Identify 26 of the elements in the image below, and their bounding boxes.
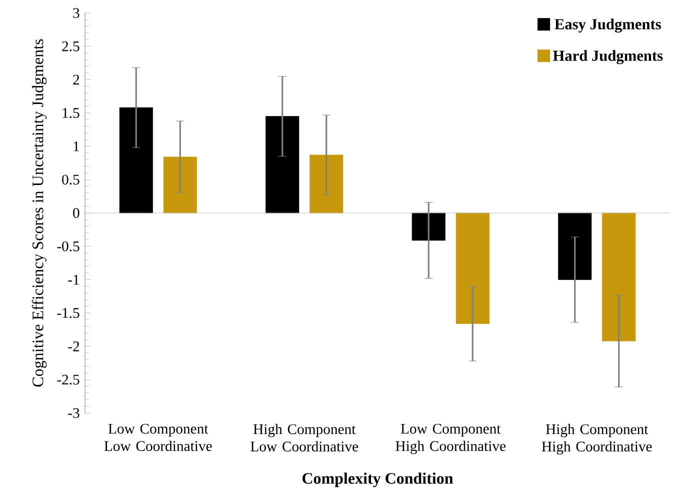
y-tick-label: 2.5 bbox=[62, 41, 80, 52]
legend-label: Easy Judgments bbox=[554, 18, 661, 33]
y-tick-label: 0 bbox=[73, 208, 80, 218]
y-tick-label: 2 bbox=[73, 74, 80, 85]
y-tick-label: -0.5 bbox=[57, 241, 80, 252]
y-tick-label: 1 bbox=[74, 141, 79, 152]
x-tick-label: Low Component Low Coordinative bbox=[104, 424, 212, 452]
y-tick-label: 3 bbox=[73, 8, 80, 18]
x-axis-title: Complexity Condition bbox=[302, 472, 454, 488]
x-tick-label: Low Component High Coordinative bbox=[396, 424, 506, 454]
legend-label: Hard Judgments bbox=[553, 50, 663, 64]
y-axis-title: Cognitive Efficiency Scores in Uncertainty Judgments bbox=[32, 39, 47, 387]
y-tick-label: -1.5 bbox=[57, 308, 80, 318]
y-tick-label: -2.5 bbox=[57, 374, 80, 385]
y-tick-label: 0.5 bbox=[62, 174, 80, 185]
x-tick-label: High Component Low Coordinative bbox=[250, 424, 358, 452]
x-tick-label: High Component High Coordinative bbox=[542, 424, 652, 455]
bar bbox=[266, 116, 300, 214]
y-tick-label: 1.5 bbox=[62, 108, 80, 118]
y-tick-label: -2 bbox=[68, 341, 80, 352]
bar bbox=[119, 107, 153, 214]
bar bbox=[412, 212, 446, 241]
y-tick-label: -3 bbox=[68, 408, 80, 418]
y-tick-label: -1 bbox=[68, 274, 79, 285]
bar bbox=[602, 212, 636, 342]
bar bbox=[456, 212, 490, 324]
